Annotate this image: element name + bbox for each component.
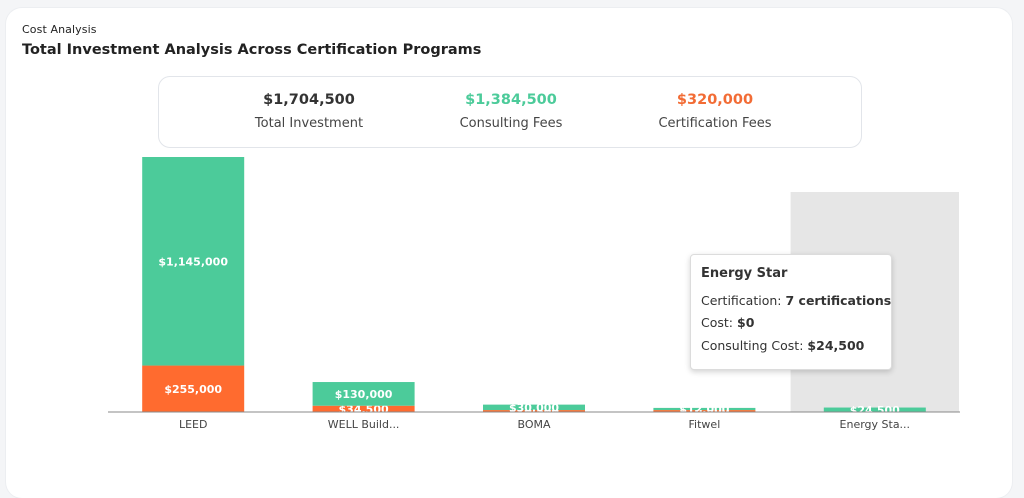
bar-data-label: $130,000	[335, 388, 393, 401]
x-tick-label: WELL Build...	[328, 418, 400, 431]
bar-certification	[653, 410, 756, 412]
bar-data-label: $1,145,000	[158, 255, 228, 268]
tooltip-label: Consulting Cost:	[701, 338, 804, 353]
summary-consulting-fees: $1,384,500 Consulting Fees	[411, 77, 611, 147]
x-tick-label: LEED	[179, 418, 208, 431]
bar-certification	[312, 405, 415, 412]
bar-consulting	[653, 407, 756, 411]
tooltip-label: Cost:	[701, 315, 734, 330]
stacked-bar-chart: $255,000 $1,145,000 LEED $34,500 $130,000 WEL…	[108, 157, 960, 431]
bar-certification	[483, 410, 585, 412]
tooltip-row-consulting-cost: Consulting Cost: $24,500	[701, 338, 864, 353]
chart-tooltip: Energy Star Certification: 7 certificatio…	[690, 254, 892, 370]
tooltip-value: 7 certifications	[785, 293, 892, 308]
x-tick-label: BOMA	[517, 418, 551, 431]
bar-data-label: $34,500	[339, 403, 389, 416]
tooltip-value: $24,500	[807, 338, 865, 353]
summary-caption: Certification Fees	[658, 116, 772, 131]
bar-consulting	[312, 382, 415, 406]
bar-certification	[142, 365, 245, 412]
x-tick-label: Fitwel	[689, 418, 721, 431]
summary-total-investment: $1,704,500 Total Investment	[209, 77, 409, 147]
tooltip-value: $0	[737, 315, 755, 330]
tooltip-row-certification: Certification: 7 certifications	[701, 293, 891, 308]
summary-value: $1,384,500	[465, 92, 557, 108]
summary-caption: Total Investment	[254, 116, 364, 131]
bar-consulting	[823, 407, 926, 412]
summary-panel: $1,704,500 Total Investment $1,384,500 C…	[158, 76, 862, 148]
tooltip-row-cost: Cost: $0	[701, 315, 754, 330]
section-label: Cost Analysis	[22, 23, 97, 36]
bar-data-label: $30,000	[509, 401, 559, 414]
summary-value: $1,704,500	[263, 92, 355, 108]
page-title: Total Investment Analysis Across Certifi…	[22, 42, 482, 58]
summary-certification-fees: $320,000 Certification Fees	[615, 77, 815, 147]
bar-data-label: $255,000	[164, 383, 222, 396]
summary-value: $320,000	[676, 92, 754, 108]
tooltip-label: Certification:	[701, 293, 782, 308]
tooltip-title: Energy Star	[701, 266, 788, 281]
summary-caption: Consulting Fees	[459, 116, 563, 131]
bar-consulting	[142, 157, 245, 366]
bar-data-label: $12,000	[679, 403, 729, 416]
bar-consulting	[483, 404, 585, 411]
bar-data-label: $24,500	[850, 404, 900, 417]
x-tick-label: Energy Sta...	[840, 418, 911, 431]
